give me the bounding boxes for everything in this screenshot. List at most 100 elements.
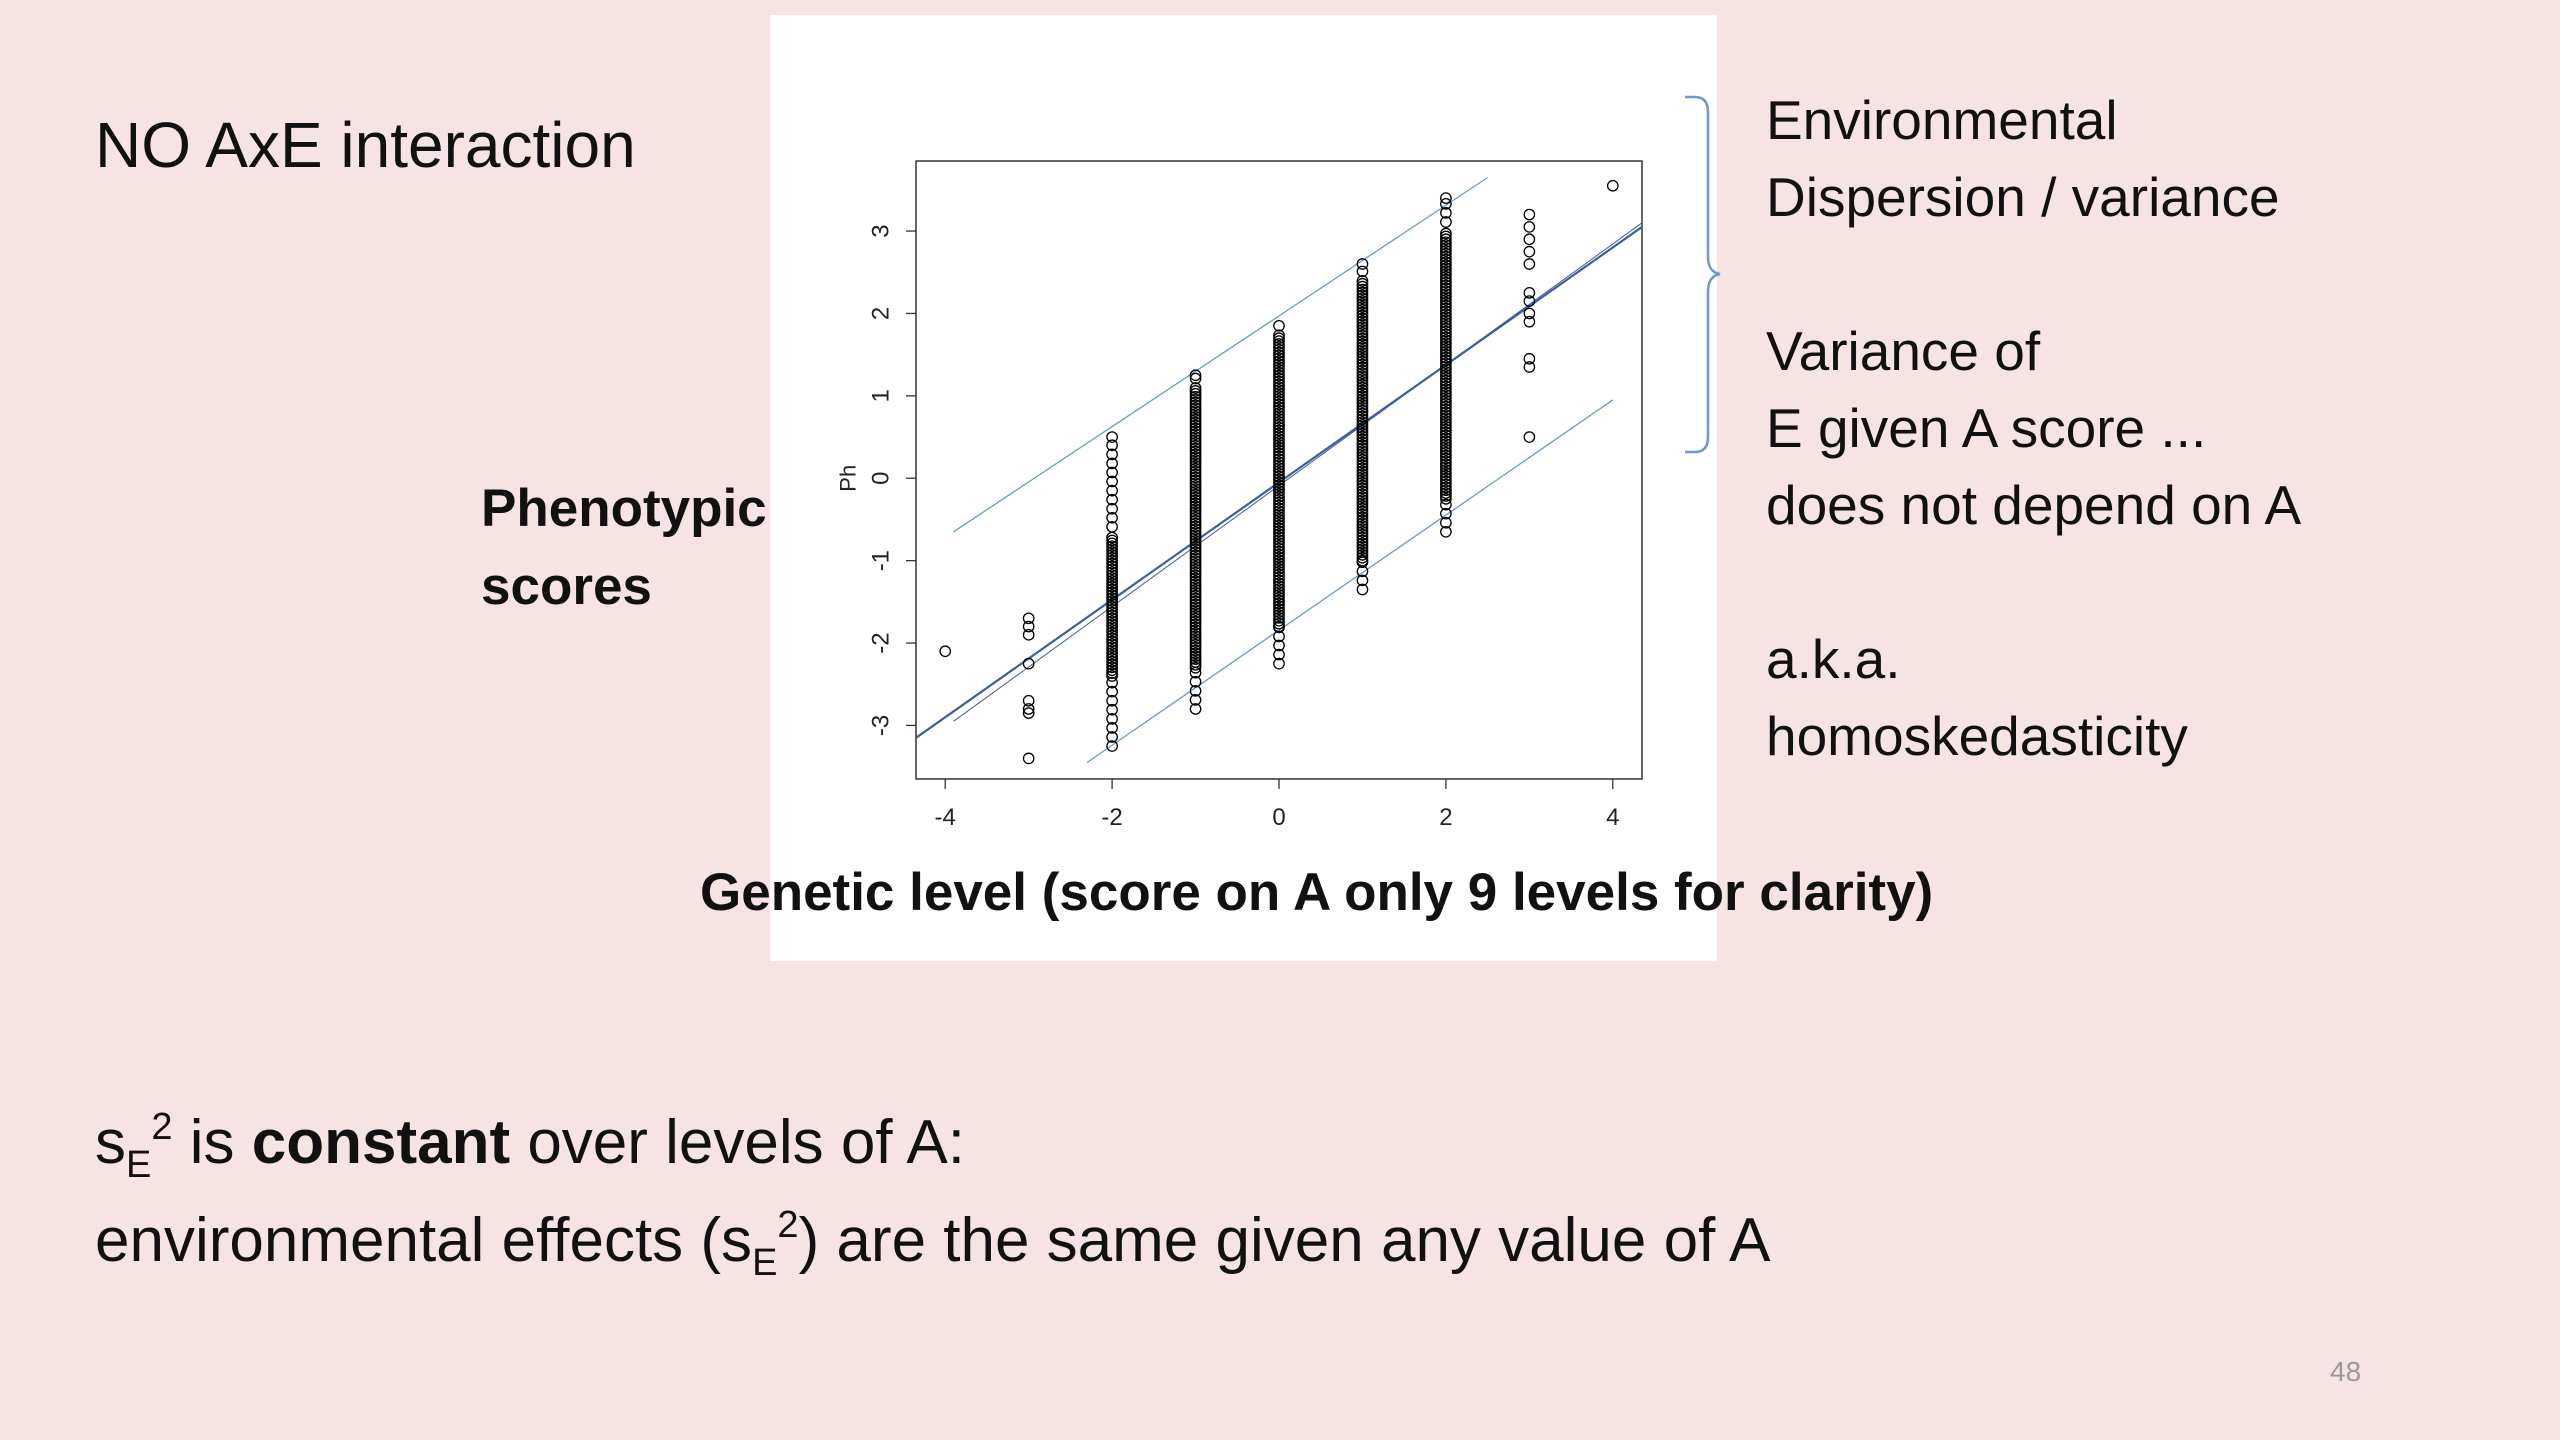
data-point-32	[1106, 626, 1118, 639]
data-point-109	[1189, 584, 1202, 596]
data-point-465	[1440, 299, 1452, 312]
data-point-367	[1356, 344, 1369, 356]
y-tick-label-0: -3	[867, 715, 894, 736]
data-point-492	[1440, 207, 1452, 219]
data-point-405	[1440, 472, 1452, 485]
data-point-382	[1356, 300, 1369, 313]
data-point-366	[1356, 347, 1369, 359]
y-axis-ph-label: Ph	[836, 465, 861, 492]
data-point-288	[1273, 329, 1285, 342]
data-point-320	[1356, 479, 1369, 492]
data-point-329	[1356, 453, 1369, 466]
data-point-414	[1440, 446, 1452, 459]
data-point-326	[1356, 462, 1369, 475]
data-point-57	[1106, 554, 1118, 567]
data-point-158	[1189, 442, 1202, 455]
data-point-319	[1356, 482, 1369, 495]
data-point-426	[1440, 412, 1452, 424]
data-point-479	[1440, 259, 1452, 272]
data-point-311	[1356, 505, 1369, 518]
data-point-80	[1189, 675, 1202, 688]
note-spacer	[1766, 236, 2301, 313]
data-point-448	[1440, 348, 1452, 361]
data-point-19	[1106, 664, 1118, 677]
data-point-7	[1022, 707, 1035, 719]
data-point-402	[1440, 481, 1452, 494]
data-point-481	[1440, 253, 1452, 266]
data-point-370	[1356, 335, 1369, 348]
data-point-305	[1356, 523, 1369, 535]
data-point-242	[1273, 462, 1285, 474]
is-text: is	[172, 1108, 252, 1177]
data-point-302	[1356, 531, 1369, 544]
data-point-93	[1189, 630, 1202, 642]
data-point-331	[1356, 448, 1369, 460]
data-point-255	[1273, 424, 1285, 437]
data-point-423	[1440, 420, 1452, 433]
data-point-67	[1106, 511, 1118, 524]
data-point-257	[1273, 418, 1285, 431]
data-point-216	[1273, 537, 1285, 549]
page-number: 48	[2330, 1356, 2362, 1387]
data-point-499	[1523, 307, 1536, 320]
data-point-267	[1273, 389, 1285, 402]
data-point-154	[1189, 454, 1202, 466]
data-point-304	[1356, 525, 1369, 538]
regression-line-2	[1086, 399, 1614, 764]
data-point-153	[1189, 457, 1202, 469]
data-point-84	[1189, 656, 1202, 668]
data-point-468	[1440, 291, 1452, 303]
data-point-5	[1022, 694, 1035, 707]
data-point-101	[1189, 607, 1202, 619]
data-point-301	[1356, 534, 1369, 547]
data-point-206	[1273, 565, 1285, 578]
data-point-229	[1273, 499, 1285, 512]
data-point-505	[1523, 221, 1536, 233]
data-point-123	[1189, 543, 1202, 556]
bottom-line-2: environmental effects (sE2) are the same…	[95, 1196, 1770, 1294]
data-point-68	[1106, 502, 1118, 515]
note-dispersion-variance: Dispersion / variance	[1766, 166, 2280, 228]
data-point-312	[1356, 502, 1369, 515]
data-point-133	[1189, 514, 1202, 527]
data-point-436	[1440, 383, 1452, 396]
data-point-268	[1273, 387, 1285, 399]
data-point-225	[1273, 511, 1285, 523]
data-point-114	[1189, 569, 1202, 582]
data-point-71	[1106, 475, 1118, 488]
data-point-128	[1189, 529, 1202, 541]
data-point-347	[1356, 401, 1369, 414]
data-point-181	[1189, 369, 1202, 382]
data-point-12	[1106, 712, 1118, 725]
data-point-404	[1440, 475, 1452, 488]
data-point-220	[1273, 525, 1285, 538]
data-point-401	[1440, 484, 1452, 497]
data-point-286	[1273, 335, 1285, 347]
data-point-26	[1106, 644, 1118, 656]
data-point-307	[1356, 517, 1369, 529]
data-point-34	[1106, 621, 1118, 633]
data-point-246	[1273, 450, 1285, 463]
data-point-452	[1440, 337, 1452, 349]
data-point-283	[1273, 343, 1285, 356]
data-point-103	[1189, 601, 1202, 614]
data-point-196	[1273, 594, 1285, 607]
data-point-98	[1189, 615, 1202, 628]
data-point-213	[1273, 545, 1285, 558]
data-point-95	[1189, 624, 1202, 637]
data-point-355	[1356, 378, 1369, 391]
data-point-173	[1189, 399, 1202, 412]
data-point-40	[1106, 603, 1118, 616]
data-point-164	[1189, 425, 1202, 438]
data-point-487	[1440, 236, 1452, 249]
data-point-453	[1440, 334, 1452, 347]
data-point-61	[1106, 543, 1118, 555]
data-point-501	[1523, 286, 1536, 299]
data-point-439	[1440, 374, 1452, 387]
data-point-462	[1440, 308, 1452, 321]
data-point-14	[1106, 694, 1118, 707]
data-point-131	[1189, 520, 1202, 533]
note-e-given-a: E given A score ...	[1766, 397, 2207, 459]
data-point-64	[1106, 534, 1118, 547]
data-point-261	[1273, 407, 1285, 419]
